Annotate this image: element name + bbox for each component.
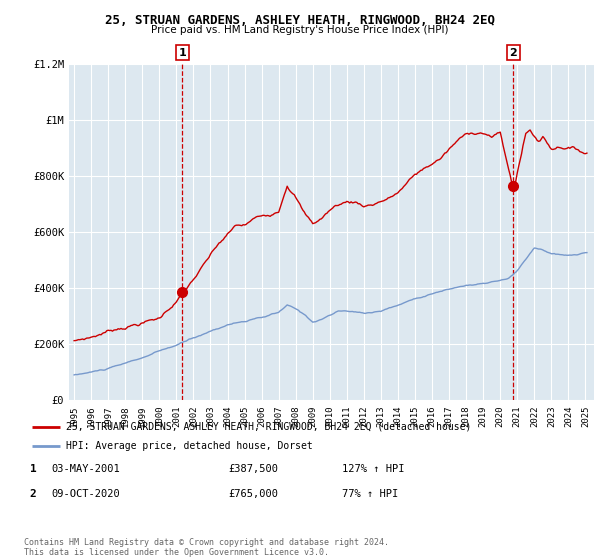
Text: 77% ↑ HPI: 77% ↑ HPI <box>342 489 398 499</box>
Text: 25, STRUAN GARDENS, ASHLEY HEATH, RINGWOOD, BH24 2EQ: 25, STRUAN GARDENS, ASHLEY HEATH, RINGWO… <box>105 14 495 27</box>
Text: 2: 2 <box>29 489 37 499</box>
Text: 09-OCT-2020: 09-OCT-2020 <box>51 489 120 499</box>
Text: 127% ↑ HPI: 127% ↑ HPI <box>342 464 404 474</box>
Text: HPI: Average price, detached house, Dorset: HPI: Average price, detached house, Dors… <box>66 441 313 450</box>
Text: 25, STRUAN GARDENS, ASHLEY HEATH, RINGWOOD, BH24 2EQ (detached house): 25, STRUAN GARDENS, ASHLEY HEATH, RINGWO… <box>66 422 471 432</box>
Text: 2: 2 <box>509 48 517 58</box>
Text: 1: 1 <box>29 464 37 474</box>
Text: £765,000: £765,000 <box>228 489 278 499</box>
Text: Price paid vs. HM Land Registry's House Price Index (HPI): Price paid vs. HM Land Registry's House … <box>151 25 449 35</box>
Text: Contains HM Land Registry data © Crown copyright and database right 2024.
This d: Contains HM Land Registry data © Crown c… <box>24 538 389 557</box>
Text: 1: 1 <box>178 48 186 58</box>
Text: £387,500: £387,500 <box>228 464 278 474</box>
Text: 03-MAY-2001: 03-MAY-2001 <box>51 464 120 474</box>
